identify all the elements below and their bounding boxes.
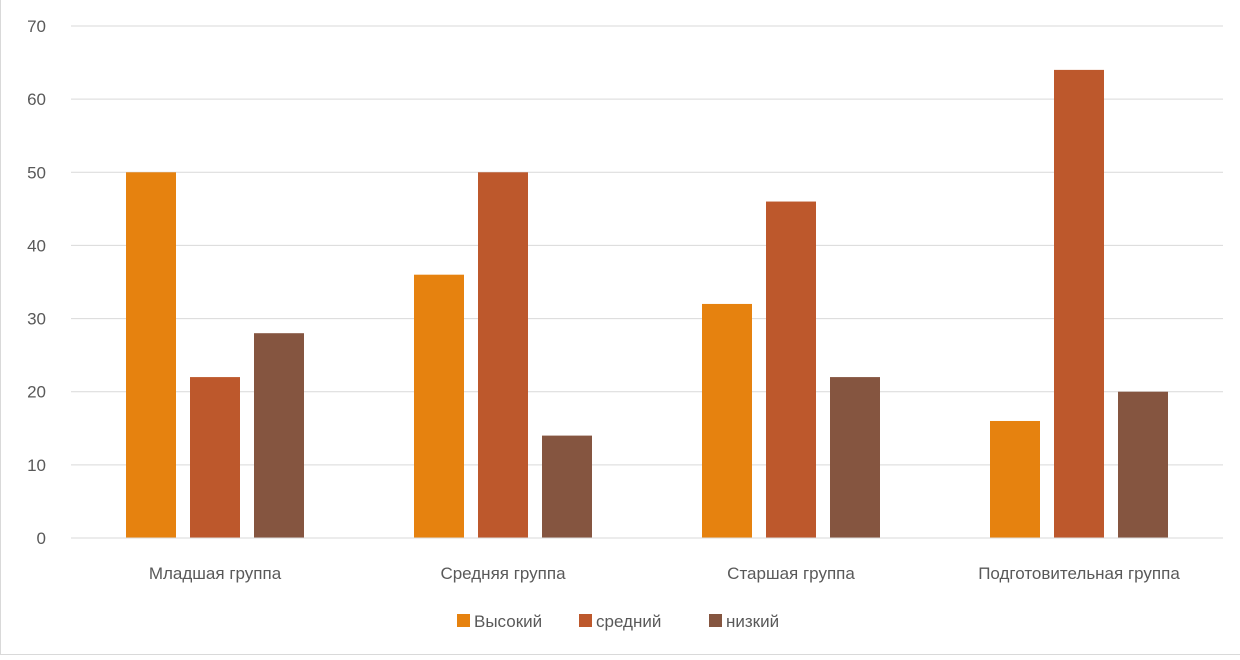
legend-label: средний [596, 612, 661, 631]
y-tick-label: 30 [27, 310, 46, 329]
bar-Высокий-2 [414, 274, 464, 538]
x-tick-label: Старшая группа [727, 564, 855, 583]
legend-label: Высокий [474, 612, 542, 631]
x-axis: Младшая группа Средняя группа Старшая груп… [71, 537, 1223, 583]
bar-Высокий-4 [990, 420, 1040, 538]
bars [126, 69, 1168, 539]
y-tick-label: 70 [27, 17, 46, 36]
legend-entry: средний [579, 612, 661, 631]
legend-label: низкий [726, 612, 779, 631]
y-tick-label: 0 [37, 529, 46, 548]
bar-средний-4 [1054, 69, 1104, 538]
bar-средний-1 [190, 377, 240, 538]
legend-swatch [457, 614, 470, 627]
legend: Высокий средний низкий [457, 612, 779, 631]
legend-swatch [709, 614, 722, 627]
bar-средний-3 [766, 201, 816, 539]
y-tick-label: 40 [27, 236, 46, 255]
legend-entry: низкий [709, 612, 779, 631]
gridlines [71, 25, 1223, 539]
bar-низкий-2 [542, 435, 592, 538]
y-tick-label: 10 [27, 456, 46, 475]
y-axis: 0 10 20 30 40 50 60 70 [27, 17, 46, 548]
bar-Высокий-3 [702, 303, 752, 538]
legend-entry: Высокий [457, 612, 542, 631]
x-tick-label: Средняя группа [440, 564, 566, 583]
bar-средний-2 [478, 172, 528, 539]
y-tick-label: 50 [27, 163, 46, 182]
y-tick-label: 20 [27, 383, 46, 402]
bar-низкий-1 [254, 333, 304, 538]
legend-swatch [579, 614, 592, 627]
x-tick-label: Младшая группа [149, 564, 282, 583]
bar-Высокий-1 [126, 172, 176, 539]
x-tick-label: Подготовительная группа [978, 564, 1180, 583]
bar-низкий-3 [830, 377, 880, 538]
y-tick-label: 60 [27, 90, 46, 109]
bar-низкий-4 [1118, 391, 1168, 538]
